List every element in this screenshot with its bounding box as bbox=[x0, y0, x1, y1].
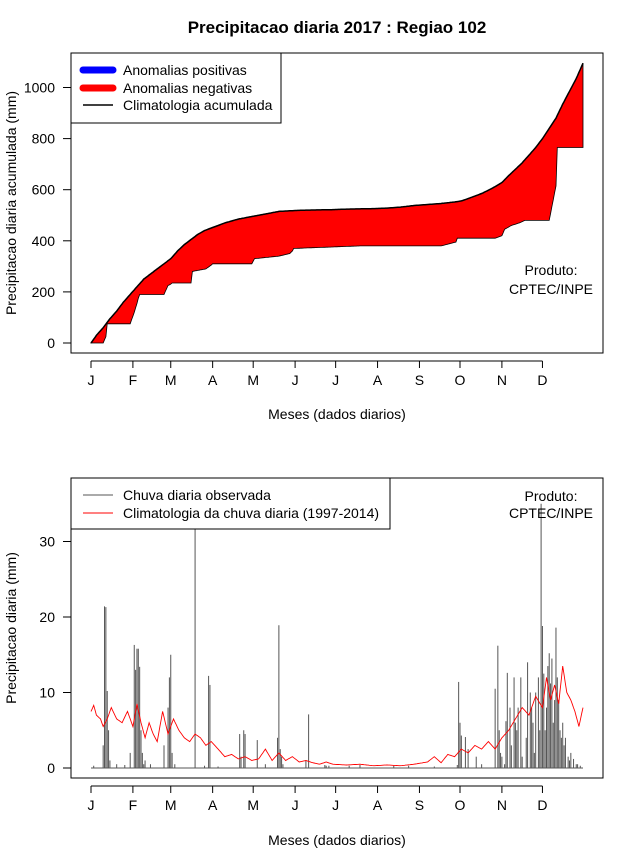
top-x-tick-label: F bbox=[129, 372, 138, 388]
bottom-y-axis-label: Precipitacao diaria (mm) bbox=[3, 552, 19, 704]
legend-observed-label: Chuva diaria observada bbox=[123, 487, 271, 503]
bottom-x-tick-label: M bbox=[247, 797, 259, 813]
top-y-tick-label: 600 bbox=[32, 182, 56, 198]
top-x-tick-label: O bbox=[455, 372, 466, 388]
bottom-x-tick-label: D bbox=[537, 797, 547, 813]
bottom-x-tick-label: O bbox=[455, 797, 466, 813]
bottom-x-tick-label: S bbox=[415, 797, 424, 813]
top-y-tick-label: 0 bbox=[47, 335, 55, 351]
top-x-tick-label: D bbox=[537, 372, 547, 388]
daily-climatology-line bbox=[90, 666, 584, 767]
bottom-annotation-line2: CPTEC/INPE bbox=[509, 505, 593, 521]
bottom-y-tick-label: 30 bbox=[39, 534, 55, 550]
top-x-tick-label: S bbox=[415, 372, 424, 388]
legend-climatology-label: Climatologia acumulada bbox=[123, 97, 273, 113]
bottom-x-tick-label: J bbox=[88, 797, 95, 813]
top-x-tick-label: M bbox=[165, 372, 177, 388]
top-y-axis-label: Precipitacao diaria acumulada (mm) bbox=[3, 91, 19, 315]
bottom-y-tick-label: 0 bbox=[47, 760, 55, 776]
legend-daily-climatology-label: Climatologia da chuva diaria (1997-2014) bbox=[123, 505, 379, 521]
top-x-tick-label: J bbox=[292, 372, 299, 388]
bottom-legend-box bbox=[70, 477, 391, 530]
top-y-tick-label: 200 bbox=[32, 284, 56, 300]
bottom-x-tick-label: A bbox=[208, 797, 218, 813]
top-plot-area bbox=[90, 62, 584, 344]
bottom-annotation-line1: Produto: bbox=[525, 488, 578, 504]
top-x-tick-label: A bbox=[373, 372, 383, 388]
legend-negative-label: Anomalias negativas bbox=[123, 80, 252, 96]
climatology-cumulative-line bbox=[90, 62, 584, 344]
top-x-tick-label: J bbox=[88, 372, 95, 388]
bottom-y-tick-label: 20 bbox=[39, 609, 55, 625]
top-y-tick-label: 800 bbox=[32, 131, 56, 147]
top-chart-title: Precipitacao diaria 2017 : Regiao 102 bbox=[188, 18, 487, 37]
bottom-legend: Chuva diaria observada Climatologia da c… bbox=[70, 477, 391, 530]
top-x-tick-label: J bbox=[332, 372, 339, 388]
bottom-x-tick-label: J bbox=[332, 797, 339, 813]
top-x-tick-label: A bbox=[208, 372, 218, 388]
bottom-x-axis-label: Meses (dados diarios) bbox=[268, 832, 406, 848]
top-annotation-line2: CPTEC/INPE bbox=[509, 281, 593, 297]
top-y-tick-label: 1000 bbox=[24, 80, 55, 96]
top-legend: Anomalias positivas Anomalias negativas … bbox=[70, 52, 282, 124]
top-x-tick-label: N bbox=[497, 372, 507, 388]
top-x-tick-label: M bbox=[247, 372, 259, 388]
bottom-y-axis: 0 10 20 30 bbox=[39, 534, 72, 776]
top-annotation-line1: Produto: bbox=[525, 262, 578, 278]
top-y-axis: 0 200 400 600 800 1000 bbox=[24, 80, 72, 351]
bottom-x-tick-label: J bbox=[292, 797, 299, 813]
bottom-y-tick-label: 10 bbox=[39, 685, 55, 701]
top-x-axis-label: Meses (dados diarios) bbox=[268, 406, 406, 422]
bottom-x-tick-label: F bbox=[129, 797, 138, 813]
bottom-x-tick-label: M bbox=[165, 797, 177, 813]
bottom-x-tick-label: N bbox=[497, 797, 507, 813]
bottom-x-tick-label: A bbox=[373, 797, 383, 813]
bottom-plot-area bbox=[90, 503, 584, 769]
legend-positive-label: Anomalias positivas bbox=[123, 62, 247, 78]
top-y-tick-label: 400 bbox=[32, 233, 56, 249]
